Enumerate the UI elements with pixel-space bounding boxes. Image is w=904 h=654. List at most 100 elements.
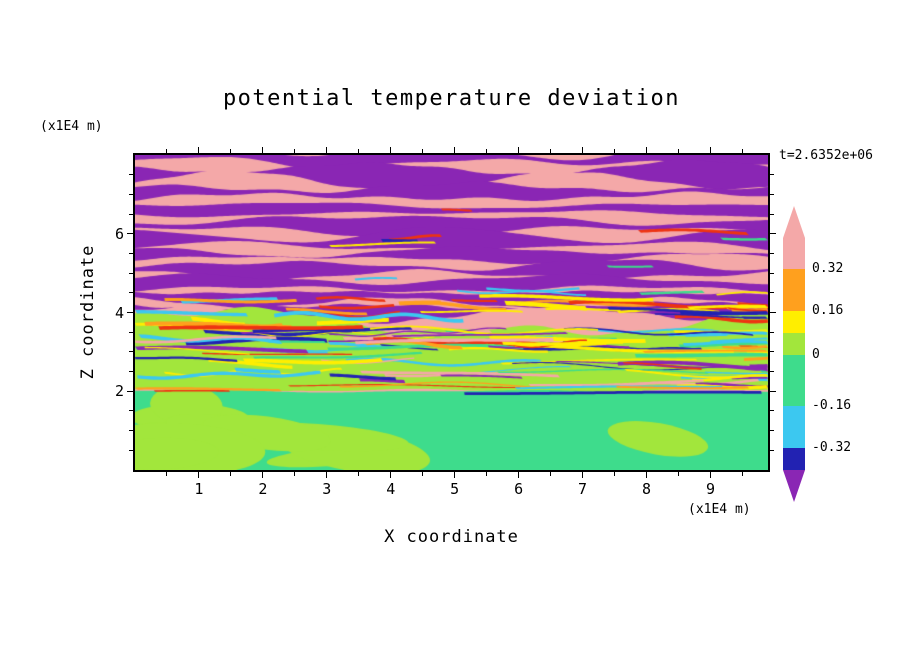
time-annotation: t=2.6352e+06 [779,148,873,163]
colorbar-tick-label: 0.16 [812,303,844,318]
x-tick-label: 4 [386,480,396,498]
y-axis-unit-label: (x1E4 m) [40,119,103,134]
axis-tick [486,149,488,153]
y-tick-label: 2 [114,382,124,401]
colorbar-tick-label: 0.32 [812,261,844,276]
colorbar-segment [783,448,805,470]
axis-tick [127,390,133,392]
axis-tick [129,272,133,274]
colorbar-arrow-down [783,470,805,502]
colorbar-segment [783,333,805,355]
axis-tick [486,472,488,476]
axis-tick [127,233,133,235]
x-tick-label: 5 [450,480,460,498]
axis-tick [741,472,743,476]
axis-tick [518,147,520,153]
axis-tick [550,149,552,153]
axis-tick [358,472,360,476]
axis-tick [129,292,133,294]
axis-tick [326,147,328,153]
axis-tick [262,472,264,478]
axis-tick [129,193,133,195]
axis-tick [198,147,200,153]
axis-tick [770,193,774,195]
axis-tick [770,351,774,353]
colorbar-tick-label: 0 [812,347,820,362]
axis-tick [294,149,296,153]
axis-tick [770,331,774,333]
axis-tick [166,149,168,153]
x-tick-label: 7 [578,480,588,498]
axis-tick [358,149,360,153]
colorbar-segment [783,355,805,406]
colorbar-segment [783,269,805,311]
axis-tick [646,472,647,478]
axis-tick [127,312,133,313]
axis-tick [454,147,456,153]
x-tick-label: 1 [194,480,204,498]
axis-tick [582,472,584,478]
colorbar-tick-label: -0.16 [812,398,852,413]
x-tick-label: 2 [258,480,268,498]
y-tick-label: 6 [114,224,124,243]
axis-tick [677,472,679,476]
x-axis-title: X coordinate [384,527,519,547]
chart-title: potential temperature deviation [222,86,681,111]
axis-tick [770,312,776,313]
axis-tick [422,149,424,153]
axis-tick [390,147,392,153]
plot-area [133,153,770,472]
axis-tick [614,149,616,153]
axis-tick [129,351,133,353]
axis-tick [129,371,133,373]
axis-tick [709,472,711,478]
axis-tick [770,390,776,392]
axis-tick [129,213,133,215]
colorbar-segment [783,311,805,333]
axis-tick [770,371,774,373]
axis-tick [294,472,296,476]
axis-tick [198,472,200,478]
colorbar-tick-label: -0.32 [812,440,852,455]
axis-tick [390,472,392,478]
axis-tick [677,149,679,153]
x-tick-label: 9 [705,480,715,498]
axis-tick [129,430,133,432]
x-tick-label: 6 [514,480,524,498]
x-tick-label: 8 [641,480,652,498]
colorbar-segment [783,406,805,448]
axis-tick [614,472,616,476]
axis-tick [770,252,774,254]
axis-tick [518,472,520,478]
axis-tick [770,213,774,215]
axis-tick [129,331,133,333]
axis-tick [129,410,133,412]
axis-tick [230,472,232,476]
axis-tick [262,147,264,153]
colorbar-arrow-up [783,206,805,238]
axis-tick [646,147,647,153]
x-tick-label: 3 [322,480,332,498]
axis-tick [770,410,774,412]
axis-tick [709,147,711,153]
axis-tick [422,472,424,476]
axis-tick [129,174,133,176]
heatmap-canvas [135,155,768,470]
axis-tick [582,147,584,153]
axis-tick [129,252,133,254]
axis-tick [326,472,328,478]
y-tick-label: 4 [114,303,124,322]
axis-tick [166,472,168,476]
axis-tick [770,430,774,432]
axis-tick [454,472,456,478]
axis-tick [770,272,774,274]
axis-tick [230,149,232,153]
axis-tick [770,449,774,451]
colorbar-segment [783,238,805,269]
axis-tick [550,472,552,476]
axis-tick [129,449,133,451]
axis-tick [770,292,774,294]
axis-tick [770,174,774,176]
axis-tick [741,149,743,153]
